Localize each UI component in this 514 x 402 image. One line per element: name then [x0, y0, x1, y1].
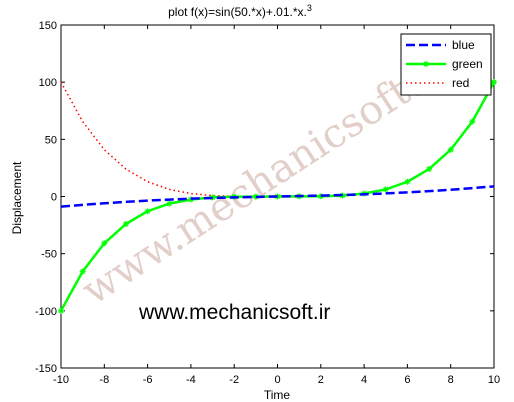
x-tick-label: 10	[488, 374, 500, 386]
series-marker-green	[166, 200, 173, 207]
series-marker-green	[447, 146, 454, 153]
x-tick-label: 2	[318, 374, 324, 386]
title-superscript: 3	[307, 3, 312, 13]
series-marker-green	[491, 79, 497, 86]
legend-label-green: green	[452, 57, 483, 71]
x-tick-label: 8	[448, 374, 454, 386]
legend-label-red: red	[452, 76, 469, 90]
y-tick-label: -150	[35, 363, 57, 375]
series-marker-green	[101, 240, 108, 247]
overlay-text: www.mechanicsoft.ir	[138, 301, 330, 324]
x-tick-label: -4	[186, 374, 196, 386]
legend-label-blue: blue	[452, 38, 475, 52]
x-tick-label: -10	[53, 374, 69, 386]
chart-title: plot f(x)=sin(50.*x)+.01.*x.3	[168, 3, 312, 19]
y-tick-label: 150	[39, 20, 57, 32]
y-tick-label: 0	[51, 192, 57, 204]
watermark-text: www.mechanicsoft.ir	[74, 43, 457, 314]
x-tick-label: -2	[229, 374, 239, 386]
series-line-blue	[60, 185, 495, 208]
series-marker-green	[122, 220, 129, 227]
series-marker-green	[426, 166, 433, 173]
y-tick-label: -50	[41, 249, 57, 261]
series-marker-green	[404, 178, 411, 185]
x-tick-label: 4	[361, 374, 367, 386]
y-tick-label: -100	[35, 306, 57, 318]
y-tick-label: 50	[45, 134, 57, 146]
series-marker-green	[79, 268, 86, 275]
series-marker-green	[58, 307, 64, 314]
series-marker-green	[144, 208, 151, 215]
x-tick-label: 0	[274, 374, 280, 386]
y-tick-label: 100	[39, 77, 57, 89]
legend-marker-green	[423, 61, 429, 67]
series-marker-green	[469, 118, 476, 125]
x-tick-label: 6	[404, 374, 410, 386]
y-axis-label: Displacement	[10, 161, 24, 234]
x-tick-label: -6	[143, 374, 153, 386]
series-marker-green	[382, 186, 389, 193]
legend: blue green red	[400, 33, 492, 96]
x-tick-label: -8	[99, 374, 109, 386]
x-axis-label: Time	[264, 388, 291, 402]
